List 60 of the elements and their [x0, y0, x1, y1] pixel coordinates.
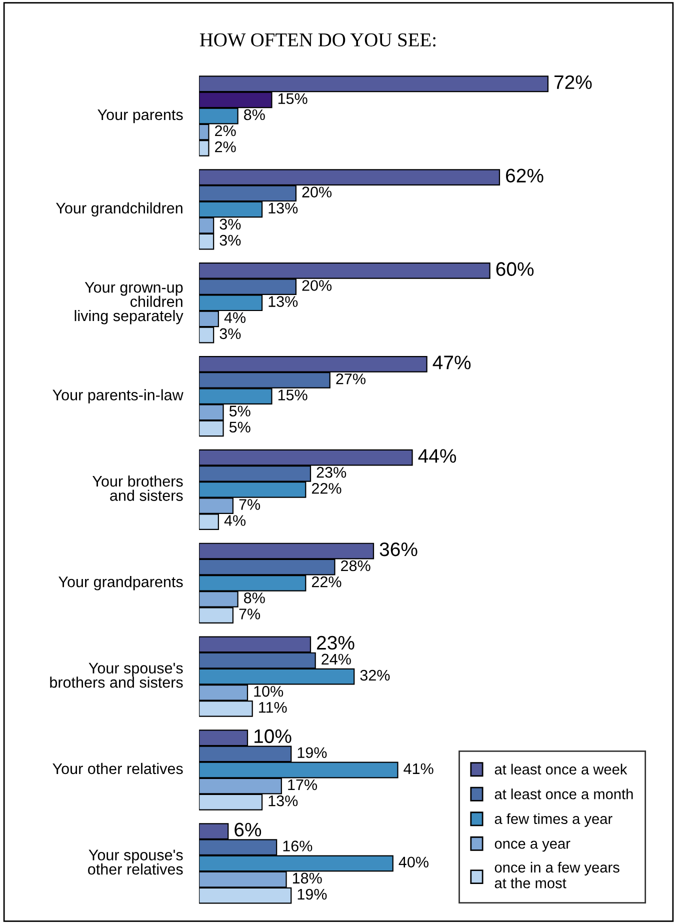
data-label: 4% — [224, 312, 246, 323]
data-label: 28% — [341, 560, 370, 572]
data-label: 2% — [215, 141, 236, 152]
data-label: 19% — [298, 747, 327, 758]
y-tick-label: Your grown-up children living separately — [74, 282, 184, 324]
data-label: 40% — [398, 856, 428, 868]
data-label: 23% — [316, 466, 346, 478]
chart-title: HOW OFTEN DO YOU SEE: — [200, 33, 436, 47]
data-label: 15% — [278, 390, 308, 400]
y-tick-label: Your parents — [98, 109, 183, 124]
data-label: 7% — [239, 499, 260, 510]
data-label: 22% — [312, 576, 342, 588]
data-label: 27% — [336, 374, 366, 384]
data-label: 32% — [360, 670, 390, 681]
data-label: 19% — [298, 888, 327, 900]
legend-label: at least once a month — [494, 788, 633, 800]
y-tick-label: Your spouse's other relatives — [88, 850, 183, 875]
data-label: 13% — [268, 296, 298, 307]
data-label: 10% — [254, 729, 292, 744]
data-label: 60% — [496, 262, 534, 276]
data-label: 8% — [244, 109, 265, 120]
data-label: 2% — [215, 125, 236, 136]
data-label: 41% — [404, 763, 434, 774]
data-label: 22% — [312, 483, 342, 494]
y-tick-label: Your spouse's brothers and sisters — [50, 662, 183, 688]
data-label: 17% — [288, 779, 318, 790]
data-label: 3% — [220, 234, 241, 246]
data-label: 13% — [268, 202, 298, 214]
data-label: 16% — [283, 840, 312, 852]
data-label: 11% — [259, 702, 287, 713]
y-tick-label: Your parents-in-law — [52, 389, 184, 404]
data-label: 36% — [380, 542, 418, 556]
data-label: 10% — [254, 686, 284, 697]
y-tick-label: Your grandchildren — [56, 202, 182, 217]
legend-label: once a year — [494, 840, 570, 852]
y-tick-label: Your brothers and sisters — [92, 475, 183, 501]
legend-label: a few times a year — [494, 813, 612, 827]
y-tick-label: Your grandparents — [58, 576, 183, 590]
legend-label: at least once a week — [494, 764, 628, 775]
data-label: 47% — [432, 356, 471, 370]
data-label: 3% — [220, 218, 241, 230]
data-label: 7% — [239, 608, 260, 620]
data-label: 6% — [234, 822, 262, 837]
data-label: 4% — [224, 515, 246, 526]
legend-label: once in a few years at the most — [494, 862, 620, 888]
data-label: 20% — [302, 280, 332, 291]
data-label: 18% — [292, 872, 322, 884]
data-label: 13% — [268, 795, 298, 806]
data-label: 8% — [244, 592, 265, 604]
data-label: 5% — [229, 422, 250, 433]
data-label: 15% — [278, 93, 308, 104]
y-tick-label: Your other relatives — [52, 762, 183, 774]
data-label: 72% — [554, 75, 592, 90]
data-label: 62% — [506, 168, 544, 183]
data-label: 3% — [220, 328, 241, 340]
data-label: 23% — [317, 636, 354, 650]
data-label: 5% — [229, 406, 250, 416]
data-label: 24% — [322, 654, 351, 665]
data-label: 44% — [418, 449, 456, 463]
data-label: 20% — [302, 186, 332, 198]
